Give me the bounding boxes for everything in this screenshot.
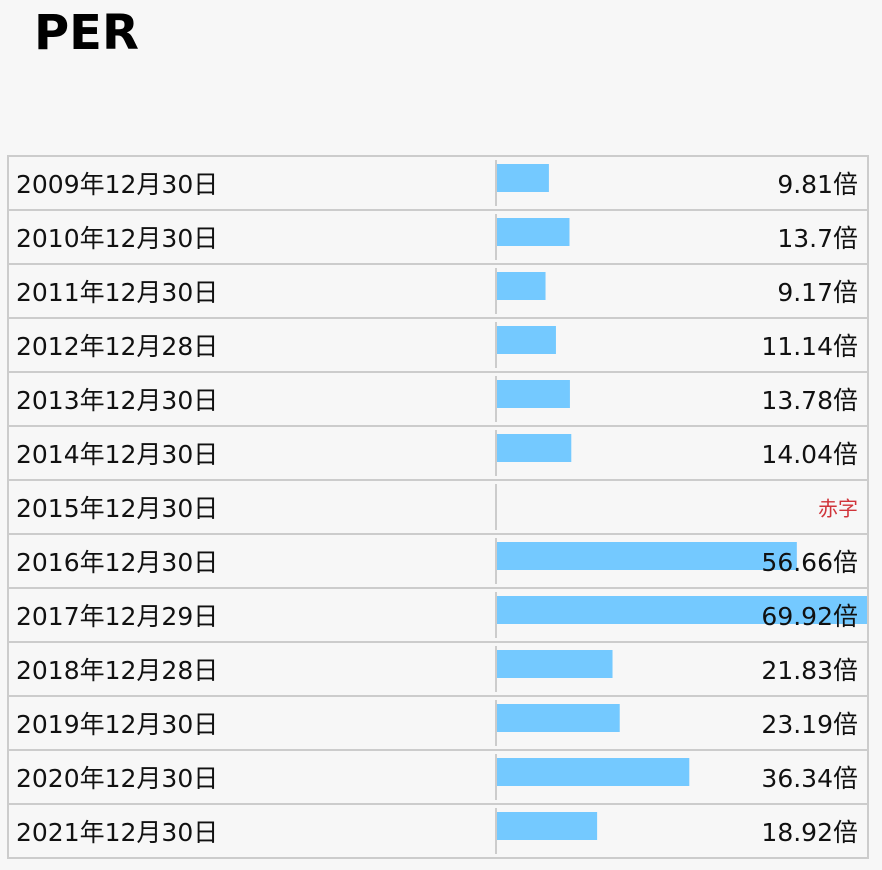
- date-label: 2020年12月30日: [16, 764, 218, 793]
- bar: [497, 434, 572, 462]
- bar: [497, 218, 570, 246]
- date-label: 2011年12月30日: [16, 278, 218, 307]
- bar: [497, 812, 598, 840]
- date-label: 2016年12月30日: [16, 548, 218, 577]
- value-label: 11.14倍: [761, 332, 858, 361]
- bar: [497, 596, 867, 624]
- bar: [497, 326, 556, 354]
- date-label: 2012年12月28日: [16, 332, 218, 361]
- date-label: 2021年12月30日: [16, 818, 218, 847]
- bar: [497, 758, 690, 786]
- date-label: 2018年12月28日: [16, 656, 218, 685]
- bar: [497, 164, 549, 192]
- value-label: 13.7倍: [777, 224, 858, 253]
- value-label: 56.66倍: [761, 548, 858, 577]
- value-label: 21.83倍: [761, 656, 858, 685]
- bar: [497, 380, 570, 408]
- value-label: 69.92倍: [761, 602, 858, 631]
- value-label: 23.19倍: [761, 710, 858, 739]
- date-label: 2010年12月30日: [16, 224, 218, 253]
- date-label: 2009年12月30日: [16, 170, 218, 199]
- value-label: 9.81倍: [777, 170, 858, 199]
- date-label: 2014年12月30日: [16, 440, 218, 469]
- value-label: 18.92倍: [761, 818, 858, 847]
- bar: [497, 272, 546, 300]
- value-label: 13.78倍: [761, 386, 858, 415]
- date-label: 2017年12月29日: [16, 602, 218, 631]
- bar: [497, 704, 620, 732]
- table-frame: [7, 155, 869, 859]
- bar: [497, 650, 613, 678]
- value-label: 14.04倍: [761, 440, 858, 469]
- value-label: 9.17倍: [777, 278, 858, 307]
- value-label: 36.34倍: [761, 764, 858, 793]
- chart-title: PER: [34, 5, 139, 61]
- date-label: 2019年12月30日: [16, 710, 218, 739]
- date-label: 2015年12月30日: [16, 494, 218, 523]
- value-label: 赤字: [818, 497, 858, 521]
- date-label: 2013年12月30日: [16, 386, 218, 415]
- bar: [497, 542, 797, 570]
